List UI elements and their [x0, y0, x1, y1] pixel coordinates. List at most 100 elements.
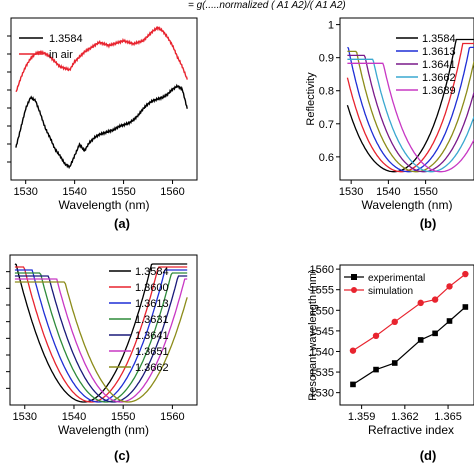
x-tick-label: 1530 — [13, 411, 37, 423]
legend-label: in air — [49, 49, 73, 61]
y-tick-label: 1540 — [310, 346, 334, 358]
panel-a: 1530 1540 1550 1560 Wavelength (nm) (a) 1.3584… — [7, 17, 198, 231]
x-axis-label: Refractive index — [368, 423, 454, 437]
legend-label: 1.3662 — [422, 72, 456, 84]
data-point-experimental — [446, 318, 453, 324]
legend-label: 1.3641 — [135, 330, 169, 342]
x-axis-label: Wavelength (nm) — [362, 198, 453, 212]
series-line-1-3641 — [14, 275, 188, 403]
panel-b: 1530 1540 1550 0.6 0.7 0.8 0.9 1 Wavelength (nm)… — [305, 17, 474, 231]
equation-fragment: = g(.....normalized ( A1 A2)/( A1 A2) — [188, 0, 346, 11]
series-line-in-air — [15, 25, 188, 93]
panel-d: 1.359 1.362 1.365 1530 1535 1540 1545 1550 1555 1… — [307, 264, 474, 463]
plot-frame — [339, 264, 474, 406]
x-tick-label: 1530 — [13, 186, 37, 198]
legend-label: 1.3689 — [422, 85, 456, 97]
x-axis-label: Wavelength (nm) — [58, 423, 149, 437]
panel-label: (c) — [114, 448, 130, 463]
plot-series — [346, 38, 474, 173]
y-tick-label: 1555 — [310, 285, 334, 297]
y-tick-label: 1545 — [310, 326, 334, 338]
panels: 1530 1540 1550 1560 Wavelength (nm) (a) 1.3584… — [6, 17, 474, 463]
x-tick-label: 1.365 — [434, 411, 462, 423]
y-tick-label: 1550 — [310, 305, 334, 317]
x-tick-label: 1560 — [160, 411, 184, 423]
y-tick-label: 0.9 — [319, 53, 334, 65]
series-line-1-3662 — [14, 281, 188, 403]
x-tick-label: 1.359 — [348, 411, 376, 423]
panel-c: 1530 1540 1550 1560 Wavelength (nm) (c) 1.3584… — [6, 254, 198, 463]
x-tick-label: 1540 — [376, 186, 400, 198]
data-point-simulation — [431, 296, 439, 303]
x-tick-label: 1530 — [339, 186, 363, 198]
panel-label: (b) — [420, 216, 437, 231]
data-point-experimental — [462, 304, 469, 310]
series-line-1-3584 — [14, 263, 188, 403]
legend-label: 1.3584 — [135, 266, 169, 278]
plot-frame — [10, 17, 198, 181]
series-line-1-3631 — [14, 272, 188, 403]
series-line-1-3662 — [347, 58, 474, 173]
series-line-1-3584 — [346, 38, 474, 173]
y-tick-label: 1560 — [310, 264, 334, 276]
data-point-simulation — [349, 347, 357, 354]
data-point-experimental — [391, 360, 398, 366]
series-line-1-3600 — [346, 42, 474, 173]
legend-label: 1.3600 — [135, 282, 169, 294]
legend-label: simulation — [368, 286, 413, 297]
series-line-1-3600 — [14, 266, 188, 403]
panel-label: (a) — [114, 216, 130, 231]
data-point-experimental — [350, 381, 356, 388]
legend-label: 1.3584 — [422, 33, 456, 45]
data-point-experimental — [417, 337, 424, 343]
panel-label: (d) — [420, 448, 437, 463]
x-tick-label: 1550 — [111, 411, 135, 423]
series-line-1-3613 — [347, 46, 474, 173]
legend: 1.3584 in air — [19, 33, 83, 61]
legend-marker — [351, 287, 357, 293]
legend-marker — [351, 274, 357, 280]
plot-series — [15, 25, 188, 170]
legend-label: 1.3662 — [135, 362, 169, 374]
y-tick-label: 1535 — [310, 367, 334, 379]
data-point-simulation — [372, 332, 380, 340]
plot-frame — [9, 254, 198, 406]
series-line-1-3651 — [14, 278, 188, 403]
y-axis-label: Resonant wavelength (nm) — [307, 269, 319, 400]
legend-label: 1.3613 — [135, 298, 169, 310]
legend-label: experimental — [368, 273, 425, 284]
plot-frame — [339, 17, 474, 181]
legend-label: 1.3613 — [422, 46, 456, 58]
x-axis-label: Wavelength (nm) — [59, 198, 150, 212]
x-tick-label: 1550 — [111, 186, 135, 198]
series-line-1-3584 — [15, 83, 188, 170]
x-tick-label: 1540 — [62, 411, 86, 423]
data-point-simulation — [417, 299, 424, 307]
plot-series — [14, 263, 188, 403]
data-point-experimental — [373, 366, 379, 373]
series-line-1-3641 — [347, 54, 474, 173]
x-tick-label: 1.362 — [391, 411, 419, 423]
legend-label: 1.3631 — [135, 314, 169, 326]
legend: experimental simulation — [344, 273, 425, 297]
y-tick-label: 1530 — [310, 388, 334, 400]
x-tick-label: 1540 — [62, 186, 86, 198]
y-tick-label: 0.6 — [319, 152, 334, 164]
series-line-1-3631 — [347, 50, 474, 173]
y-tick-label: 1 — [328, 20, 334, 32]
legend-label: 1.3641 — [422, 59, 456, 71]
x-tick-label: 1550 — [413, 186, 437, 198]
data-point-simulation — [462, 270, 469, 278]
data-point-simulation — [391, 318, 398, 326]
y-axis-label: Reflectivity — [305, 72, 317, 126]
data-point-simulation — [446, 283, 453, 290]
x-tick-label: 1560 — [160, 186, 184, 198]
plot-series — [349, 270, 469, 388]
legend: 1.3584 1.3600 1.3613 1.3631 1.3641 1.3651 1.36… — [109, 266, 169, 374]
legend-label: 1.3651 — [135, 346, 169, 358]
y-tick-label: 0.8 — [319, 86, 334, 98]
legend-label: 1.3584 — [49, 33, 83, 45]
